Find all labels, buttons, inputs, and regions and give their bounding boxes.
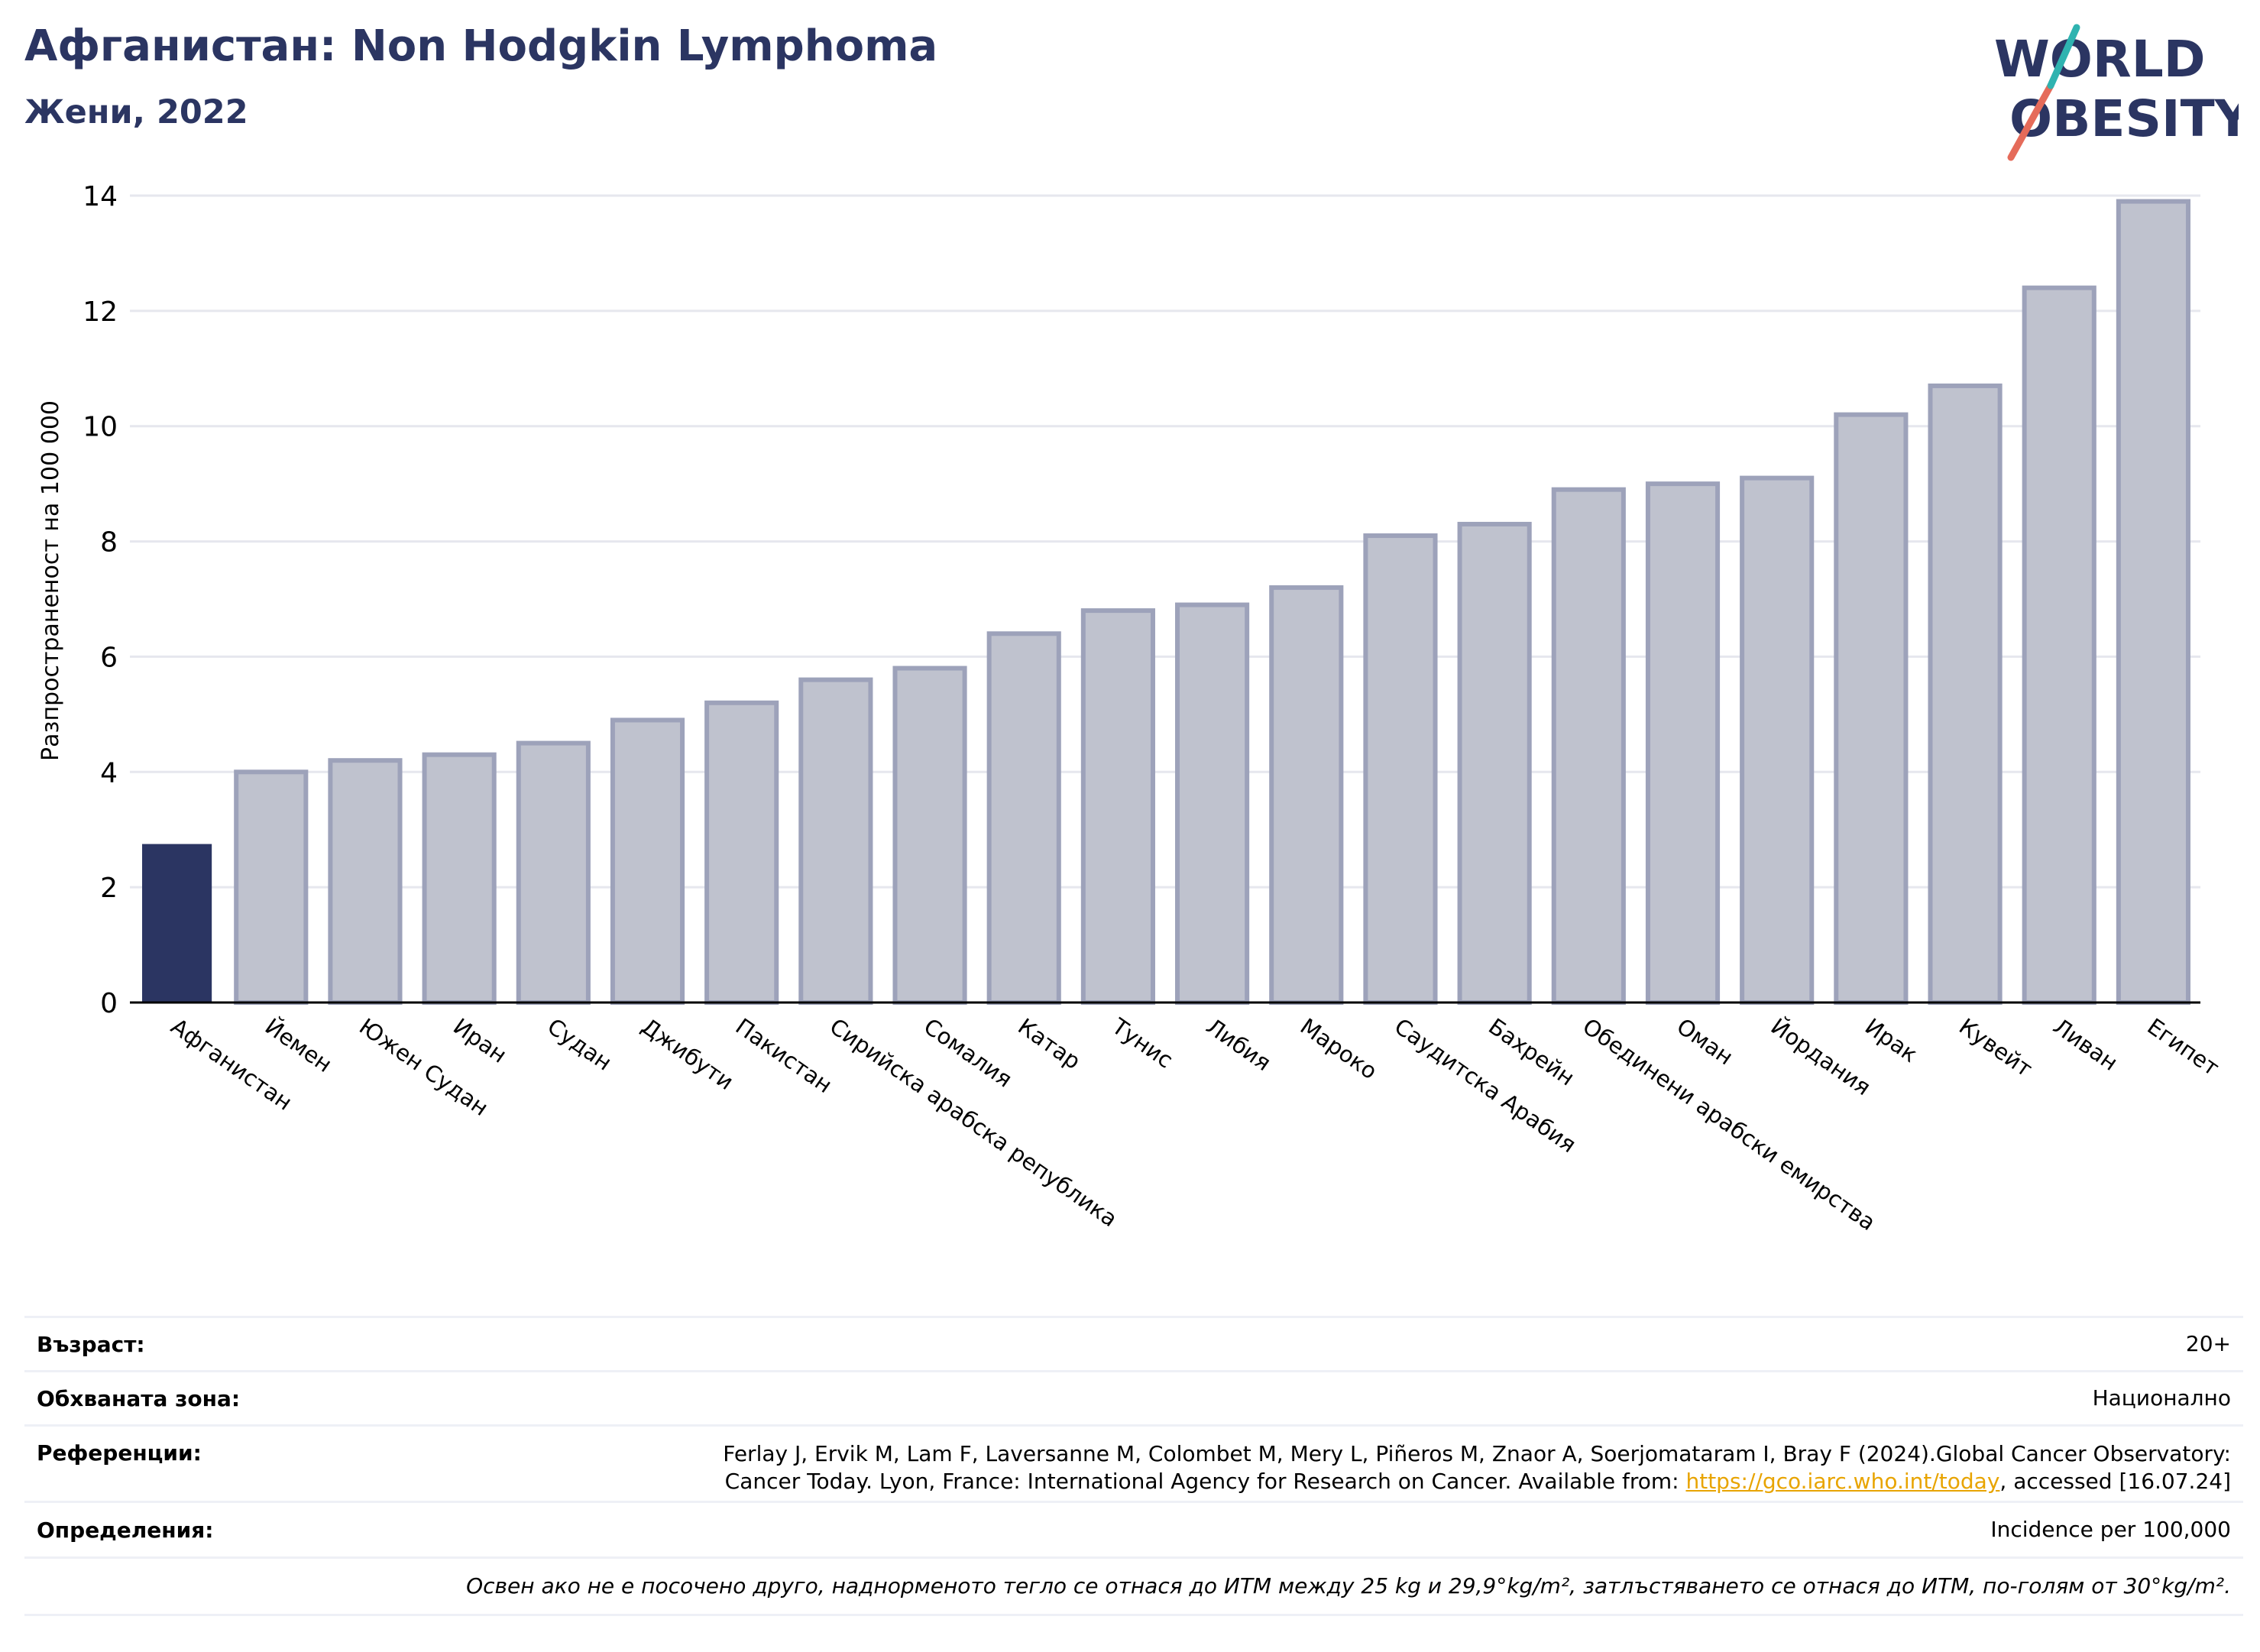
bar-10 (1080, 608, 1155, 1005)
bar-16 (1645, 481, 1721, 1005)
bar-0 (142, 844, 212, 1003)
y-tick-label: 6 (100, 642, 118, 673)
bar-17 (1740, 475, 1815, 1005)
bar-14 (1457, 521, 1532, 1005)
bar-21 (2116, 199, 2190, 1005)
info-row-references: Референции: Ferlay J, Ervik M, Lam F, La… (24, 1424, 2243, 1501)
bar-5 (610, 717, 685, 1006)
y-tick-label: 10 (83, 412, 118, 443)
age-value: 20+ (2185, 1331, 2231, 1356)
area-value: Национално (2092, 1385, 2231, 1411)
world-obesity-logo: WORLD OBESITY (1994, 24, 2239, 161)
bar-6 (704, 700, 779, 1005)
chart-title: Афганистан: Non Hodgkin Lymphoma (24, 21, 938, 71)
x-tick-label: Йемен (261, 1013, 337, 1077)
x-tick-label: Египет (2142, 1013, 2224, 1081)
x-tick-label: Ирак (1860, 1013, 1922, 1067)
bars (142, 199, 2190, 1006)
y-tick-label: 0 (100, 988, 118, 1019)
references-link[interactable]: https://gco.iarc.who.int/today (1685, 1469, 2000, 1494)
definitions-label: Определения: (37, 1517, 214, 1543)
bar-7 (798, 677, 873, 1005)
references-label: Референции: (37, 1440, 202, 1466)
references-line2-pre: Cancer Today. Lyon, France: Internationa… (724, 1469, 1686, 1494)
logo-line1: WORLD (1994, 30, 2206, 89)
y-tick-label: 4 (100, 757, 118, 789)
bar-12 (1269, 585, 1344, 1005)
bar-15 (1551, 487, 1626, 1005)
bar-18 (1834, 412, 1909, 1005)
info-row-age: Възраст: 20+ (24, 1316, 2243, 1370)
x-tick-label: Мароко (1296, 1013, 1382, 1084)
bar-1 (234, 769, 309, 1005)
definitions-value: Incidence per 100,000 (1990, 1517, 2231, 1542)
x-tick-label: Тунис (1107, 1012, 1178, 1073)
references-line1: Ferlay J, Ervik M, Lam F, Laversanne M, … (723, 1441, 2231, 1466)
note-text: Освен ако не е посочено друго, наднормен… (466, 1573, 2231, 1599)
x-tick-label: Кувейт (1954, 1013, 2037, 1082)
info-row-definitions: Определения: Incidence per 100,000 (24, 1501, 2243, 1556)
bar-20 (2022, 285, 2096, 1005)
area-label: Обхваната зона: (37, 1385, 241, 1411)
y-axis-label: Разпространеност на 100 000 (37, 400, 64, 761)
bar-13 (1363, 533, 1438, 1005)
y-tick-label: 14 (83, 181, 118, 212)
y-axis-ticks: 0 2 4 6 8 10 12 14 (83, 181, 118, 1019)
y-tick-label: 12 (83, 296, 118, 328)
bar-19 (1928, 383, 2003, 1005)
bar-3 (422, 752, 497, 1006)
info-row-note: Освен ако не е посочено друго, наднормен… (24, 1556, 2243, 1616)
bar-4 (516, 740, 591, 1005)
x-tick-label: Оман (1672, 1013, 1737, 1071)
x-tick-label: Катар (1013, 1013, 1085, 1074)
x-tick-label: Пакистан (731, 1013, 837, 1098)
x-tick-label: Ливан (2048, 1013, 2122, 1076)
bar-8 (892, 666, 967, 1005)
y-tick-label: 8 (100, 527, 118, 559)
info-table: Възраст: 20+ Обхваната зона: Национално … (24, 1316, 2243, 1616)
references-line2-post: , accessed [16.07.24] (1999, 1469, 2231, 1494)
age-label: Възраст: (37, 1331, 145, 1357)
x-tick-label: Джибути (636, 1013, 738, 1095)
x-tick-label: Судан (542, 1013, 617, 1076)
logo-line2: OBESITY (2009, 89, 2239, 148)
x-tick-label: Либия (1202, 1013, 1276, 1076)
bar-9 (986, 631, 1061, 1005)
x-tick-label: Йордания (1766, 1013, 1876, 1100)
info-row-area: Обхваната зона: Национално (24, 1370, 2243, 1424)
bar-2 (328, 758, 403, 1005)
chart-subtitle: Жени, 2022 (24, 93, 248, 131)
bar-11 (1175, 602, 1250, 1005)
references-value: Ferlay J, Ervik M, Lam F, Laversanne M, … (723, 1440, 2243, 1495)
x-tick-label: Иран (448, 1013, 511, 1068)
y-tick-label: 2 (100, 873, 118, 904)
